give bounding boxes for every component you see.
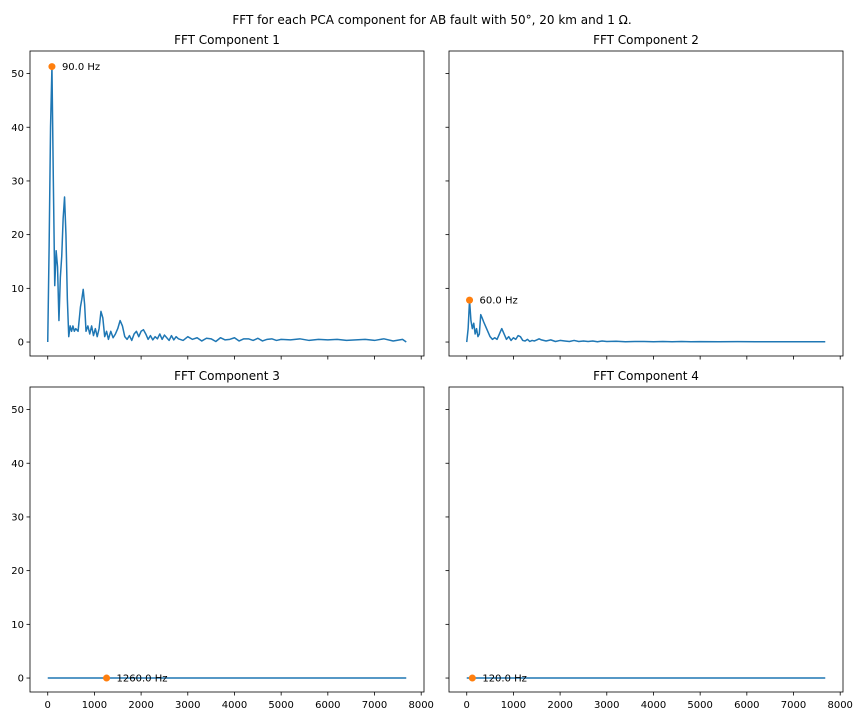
subplot-4: FFT Component 4 0 1000 2000 3000 4000 5000 6000…	[445, 369, 853, 711]
x-tick-label: 2000	[547, 700, 572, 711]
y-tick-label: 40	[11, 123, 24, 134]
peak-label: 90.0 Hz	[62, 62, 100, 73]
subplot-1: FFT Component 1 0 10 20 30 40 50 90.0 Hz	[11, 33, 425, 360]
x-tick-label: 0	[464, 700, 470, 711]
y-tick-label: 40	[11, 459, 24, 470]
x-tick-label: 3000	[594, 700, 619, 711]
x-tick-label: 6000	[315, 700, 340, 711]
y-tick-label: 10	[11, 620, 24, 631]
peak-marker	[103, 674, 111, 682]
x-tick-label: 1000	[82, 700, 107, 711]
x-tick-label: 7000	[781, 700, 806, 711]
x-tick-label: 1000	[501, 700, 526, 711]
peak-marker	[468, 674, 476, 682]
subplot-title: FFT Component 4	[593, 369, 699, 383]
figure-suptitle: FFT for each PCA component for AB fault …	[232, 13, 631, 27]
x-tick-label: 4000	[222, 700, 247, 711]
x-tick-label: 6000	[734, 700, 759, 711]
x-tick-label: 5000	[268, 700, 293, 711]
y-tick-label: 30	[11, 512, 24, 523]
subplot-title: FFT Component 2	[593, 33, 699, 47]
x-tick-label: 0	[45, 700, 51, 711]
series-line	[465, 299, 826, 343]
x-tick-label: 7000	[362, 700, 387, 711]
peak-marker	[48, 63, 56, 71]
y-tick-label: 50	[11, 405, 24, 416]
x-tick-label: 8000	[408, 700, 433, 711]
series-line	[46, 65, 407, 343]
subplot-title: FFT Component 1	[174, 33, 280, 47]
subplot-3: FFT Component 3 0 1000 2000 3000 4000 5000 6000…	[11, 369, 434, 711]
x-tick-label: 4000	[641, 700, 666, 711]
x-tick-label: 8000	[827, 700, 852, 711]
subplot-title: FFT Component 3	[174, 369, 280, 383]
peak-label: 60.0 Hz	[480, 296, 518, 307]
y-tick-label: 50	[11, 69, 24, 80]
y-tick-label: 20	[11, 230, 24, 241]
x-tick-label: 3000	[175, 700, 200, 711]
y-tick-label: 20	[11, 566, 24, 577]
axes-frame	[448, 50, 844, 357]
y-tick-label: 0	[18, 338, 24, 349]
y-tick-label: 0	[18, 674, 24, 685]
x-tick-label: 2000	[128, 700, 153, 711]
x-tick-label: 5000	[687, 700, 712, 711]
y-tick-label: 30	[11, 176, 24, 187]
peak-label: 120.0 Hz	[482, 674, 527, 685]
axes-frame	[448, 386, 844, 693]
subplot-2: FFT Component 2 60.0 Hz	[445, 33, 844, 360]
y-tick-label: 10	[11, 284, 24, 295]
peak-label: 1260.0 Hz	[117, 674, 168, 685]
axes-frame	[29, 386, 425, 693]
axes-frame	[29, 50, 425, 357]
peak-marker	[466, 296, 474, 304]
